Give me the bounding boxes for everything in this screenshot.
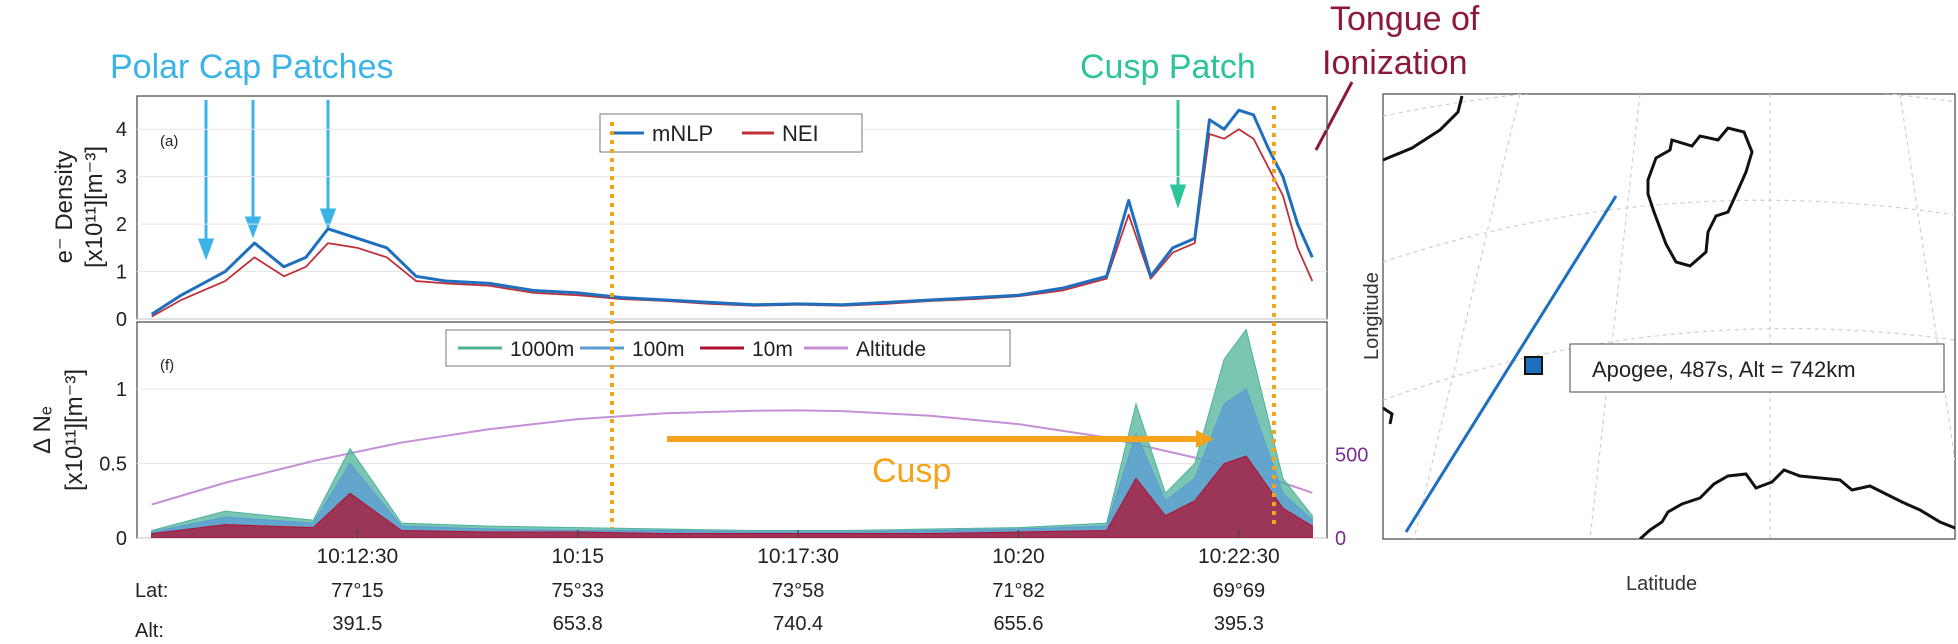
map-content: [1383, 94, 1955, 539]
alt-value: 653.8: [553, 613, 603, 635]
alt-row-label: Alt:: [135, 620, 164, 642]
map-panel: Apogee, 487s, Alt = 742km Latitude Longi…: [1361, 93, 1956, 595]
panel-f-yticks: 00.51: [99, 379, 127, 550]
panel-a-ytick: 1: [116, 262, 127, 284]
polar-cap-arrows: [197, 100, 337, 261]
legend-1000m: 1000m: [510, 338, 574, 361]
panel-f-y2tick: 0: [1335, 528, 1346, 550]
x-tick-label: 10:22:30: [1198, 545, 1280, 568]
panel-a-ylabel-2: [x10¹¹][m⁻³]: [81, 146, 108, 268]
panel-a-series: [150, 108, 1314, 318]
x-tick-label: 10:12:30: [316, 545, 398, 568]
x-tick-label: 10:17:30: [757, 545, 839, 568]
cusp-boundaries: [610, 106, 1276, 528]
lat-alt-values: 77°15 391.5 75°33 653.8 73°58 740.4 71°82 655.6…: [331, 580, 1265, 635]
alt-value: 655.6: [993, 613, 1043, 635]
series-10m: [151, 455, 1313, 538]
x-tick-labels: 10:12:30 10:15 10:17:30 10:20 10:22:30: [316, 530, 1280, 568]
panel-f-legend: 1000m 100m 10m Altitude: [445, 329, 1011, 367]
apogee-callout: Apogee, 487s, Alt = 742km: [1592, 357, 1856, 382]
panel-a-ytick: 0: [116, 309, 127, 331]
alt-value: 740.4: [773, 613, 823, 635]
x-tick-label: 10:20: [992, 545, 1045, 568]
panel-a-ytick: 3: [116, 167, 127, 189]
panel-f-y2tick: 500: [1335, 444, 1368, 466]
legend-altitude: Altitude: [856, 338, 926, 361]
coastline-norway: [1638, 468, 1955, 539]
lat-value: 73°58: [772, 580, 825, 602]
lat-row-label: Lat:: [135, 580, 168, 602]
cusp-arrow: [667, 430, 1214, 448]
map-ylabel: Longitude: [1361, 272, 1383, 360]
panel-a-ylabel-1: e⁻ Density: [51, 151, 78, 264]
panel-a-grid: [137, 128, 1327, 320]
panel-a-label: (a): [160, 133, 178, 150]
rocket-trajectory: [1404, 195, 1618, 533]
panel-f-ytick: 0.5: [99, 454, 127, 476]
coastline-svalbard: [1646, 126, 1754, 268]
map-xlabel: Latitude: [1626, 573, 1697, 595]
lat-value: 69°69: [1213, 580, 1266, 602]
legend-mnlp: mNLP: [652, 121, 713, 146]
alt-value: 395.3: [1214, 613, 1264, 635]
x-tick-label: 10:15: [551, 545, 604, 568]
lat-value: 77°15: [331, 580, 384, 602]
panel-f-ylabel-1: Δ Nₑ: [29, 406, 56, 454]
legend-10m: 10m: [752, 338, 793, 361]
panel-f-ylabel-2: [x10¹¹][m⁻³]: [61, 369, 88, 491]
series-mnlp: [150, 108, 1314, 316]
polar-cap-arrowhead-2: [244, 216, 262, 239]
lat-value: 75°33: [551, 580, 604, 602]
cusp-patch-arrow: [1169, 100, 1187, 209]
lat-value: 71°82: [992, 580, 1045, 602]
map-frame: [1382, 93, 1956, 540]
polar-cap-patches-label: Polar Cap Patches: [110, 48, 394, 86]
coastlines: [1383, 95, 1955, 539]
panel-a: 0 1 2 3 4 (a) e⁻ Density [x10¹¹][m⁻³] mNLP N…: [51, 95, 1328, 331]
legend-nei: NEI: [782, 121, 819, 146]
polar-cap-arrowhead-1: [197, 238, 215, 261]
coastline-greenland: [1383, 95, 1464, 162]
panel-f-series: [151, 328, 1313, 538]
cusp-label: Cusp: [872, 452, 951, 490]
map-grid: [1383, 94, 1955, 539]
cusp-patch-label: Cusp Patch: [1080, 48, 1256, 86]
panel-f-ytick: 1: [116, 379, 127, 401]
polar-cap-arrowhead-3: [319, 208, 337, 231]
panel-a-legend: mNLP NEI: [599, 113, 863, 153]
panel-a-ytick: 4: [116, 119, 127, 141]
apogee-callout-box: [1569, 343, 1945, 393]
tongue-of-ionization-label-line1: Tongue of: [1330, 0, 1480, 38]
panel-f-label: (f): [160, 357, 174, 374]
panel-f-y2ticks: 0 500: [1335, 444, 1368, 550]
panel-f-ytick: 0: [116, 528, 127, 550]
legend-100m: 100m: [632, 338, 685, 361]
panel-a-ytick: 2: [116, 214, 127, 236]
alt-value: 391.5: [332, 613, 382, 635]
apogee-marker: [1524, 356, 1543, 375]
panel-a-yticks: 0 1 2 3 4: [116, 119, 127, 331]
tongue-of-ionization-label-line2: Ionization: [1322, 44, 1468, 82]
coastline-small: [1383, 406, 1394, 425]
tongue-pointer: [1314, 81, 1354, 151]
